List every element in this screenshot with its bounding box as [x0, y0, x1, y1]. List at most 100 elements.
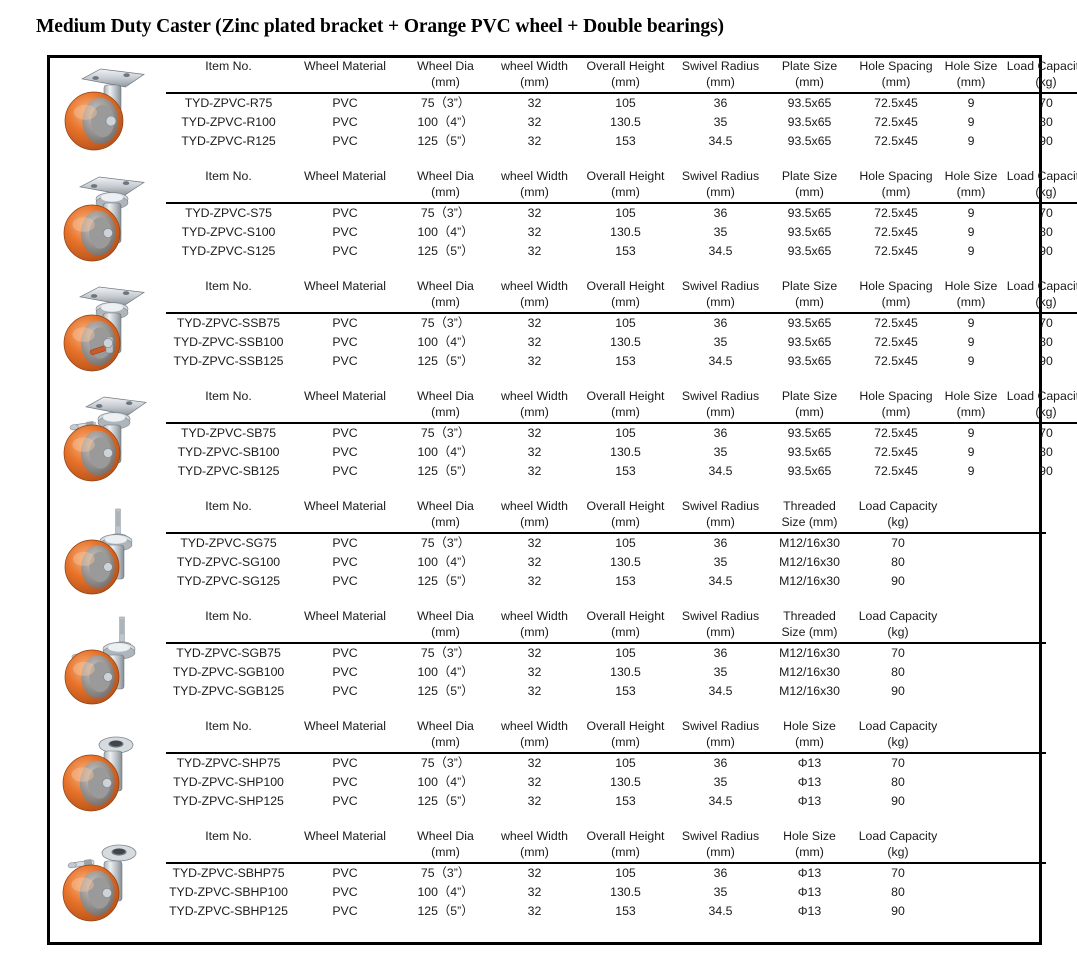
cell-load-capacity: 90	[1039, 133, 1053, 148]
cell-load-capacity: 80	[891, 774, 905, 789]
cell-swivel-radius: 35	[713, 444, 728, 459]
cell-wheel-width: 32	[527, 554, 542, 569]
cell-plate-size: 93.5x65	[787, 334, 832, 349]
cell-wheel-dia: 125（5”）	[417, 243, 474, 258]
col-header-wheel-dia: Wheel Dia	[417, 168, 474, 183]
col-unit-mm: (mm)	[577, 405, 674, 424]
spec-table-wrap-threaded-stem-brake: Item No. Wheel Material Wheel Dia wheel …	[166, 608, 1046, 718]
col-header-wheel-material: Wheel Material	[303, 608, 386, 623]
col-header-overall-height: Overall Height	[586, 828, 665, 843]
col-unit-mm: (mm)	[492, 625, 577, 644]
spec-table: Item No. Wheel Material Wheel Dia wheel …	[166, 388, 1077, 481]
cell-wheel-material: PVC	[332, 133, 358, 148]
cell-swivel-radius: 36	[713, 425, 728, 440]
spec-table: Item No. Wheel Material Wheel Dia wheel …	[166, 828, 1046, 921]
col-unit-mm: (mm)	[577, 515, 674, 534]
col-unit-mm: (mm)	[399, 75, 492, 94]
col-unit-mm: (mm)	[399, 405, 492, 424]
col-unit-mm: (mm)	[940, 295, 1002, 314]
cell-overall-height: 105	[615, 95, 636, 110]
product-section-bolt-hole: Item No. Wheel Material Wheel Dia wheel …	[50, 718, 1046, 828]
cell-hole-size: 9	[967, 224, 975, 239]
col-unit-mm: (mm)	[492, 735, 577, 754]
cell-load-capacity: 80	[1039, 444, 1053, 459]
col-unit-mm: (mm)	[767, 185, 852, 204]
col-header-item-no: Item No.	[205, 168, 252, 183]
col-unit-mm: (mm)	[674, 515, 767, 534]
cell-wheel-width: 32	[527, 425, 542, 440]
col-header-wheel-width: wheel Width	[501, 58, 568, 73]
col-unit-mm: (mm)	[767, 295, 852, 314]
col-header-load-capacity: Load Capacity	[858, 718, 938, 733]
cell-swivel-radius: 35	[713, 664, 728, 679]
cell-load-capacity: 80	[1039, 334, 1053, 349]
col-header-item-no: Item No.	[205, 498, 252, 513]
spec-table-wrap-swivel-side-brake: Item No. Wheel Material Wheel Dia wheel …	[166, 278, 1077, 388]
col-unit-mm: (mm)	[767, 75, 852, 94]
cell-wheel-width: 32	[527, 755, 542, 770]
cell-overall-height: 105	[615, 425, 636, 440]
col-header-swivel-radius: Swivel Radius	[681, 388, 760, 403]
cell-item-no: TYD-ZPVC-SGB100	[172, 664, 285, 679]
caster-threaded-stem-icon	[64, 508, 133, 595]
col-header-item-no: Item No.	[205, 278, 252, 293]
caster-swivel-top-brake-icon	[63, 396, 147, 482]
cell-hole-spacing: 72.5x45	[874, 205, 918, 220]
cell-wheel-dia: 75（3”）	[420, 645, 471, 660]
col-header-swivel-radius: Swivel Radius	[681, 608, 760, 623]
col-unit-kg: (kg)	[1002, 75, 1077, 94]
cell-hole-size: 9	[967, 205, 975, 220]
col-unit-mm: (mm)	[674, 405, 767, 424]
cell-hole-size: 9	[967, 425, 975, 440]
col-header-swivel-radius: Swivel Radius	[681, 718, 760, 733]
col-header-overall-height: Overall Height	[586, 278, 665, 293]
cell-load-capacity: 70	[1039, 425, 1053, 440]
col-header-load-capacity: Load Capacity	[858, 498, 938, 513]
cell-wheel-material: PVC	[332, 444, 358, 459]
cell-wheel-width: 32	[527, 903, 542, 918]
cell-wheel-dia: 100（4”）	[417, 664, 474, 679]
cell-item-no: TYD-ZPVC-S75	[185, 205, 272, 220]
col-unit-mm: (mm)	[399, 295, 492, 314]
cell-overall-height: 153	[615, 903, 636, 918]
cell-threaded-size: M12/16x30	[779, 645, 840, 660]
col-unit-threaded-size: Size (mm)	[767, 625, 852, 644]
cell-item-no: TYD-ZPVC-R100	[181, 114, 276, 129]
col-header-overall-height: Overall Height	[586, 718, 665, 733]
cell-wheel-width: 32	[527, 444, 542, 459]
spec-table: Item No. Wheel Material Wheel Dia wheel …	[166, 58, 1077, 151]
cell-plate-size: 93.5x65	[787, 224, 832, 239]
cell-load-capacity: 80	[891, 554, 905, 569]
col-header-hole-size: Hole Size	[783, 718, 836, 733]
cell-wheel-material: PVC	[332, 793, 358, 808]
cell-wheel-material: PVC	[332, 425, 358, 440]
cell-item-no: TYD-ZPVC-SSB75	[176, 315, 281, 330]
cell-threaded-size: M12/16x30	[779, 683, 840, 698]
table-row: TYD-ZPVC-SGB100 PVC 100（4”） 32 130.5 35 …	[166, 663, 1046, 682]
col-header-wheel-material: Wheel Material	[303, 828, 386, 843]
cell-wheel-material: PVC	[332, 535, 358, 550]
col-header-hole-spacing: Hole Spacing	[859, 278, 933, 293]
col-header-plate-size: Plate Size	[781, 58, 838, 73]
col-unit-blank	[291, 515, 399, 534]
cell-overall-height: 130.5	[610, 334, 641, 349]
col-unit-mm: (mm)	[674, 75, 767, 94]
cell-load-capacity: 80	[1039, 114, 1053, 129]
cell-blank	[944, 902, 1046, 921]
cell-wheel-material: PVC	[332, 645, 358, 660]
col-header-plate-size: Plate Size	[781, 168, 838, 183]
table-row: TYD-ZPVC-SBHP75 PVC 75（3”） 32 105 36 Φ13…	[166, 863, 1046, 883]
cell-hole-size: 9	[967, 353, 975, 368]
cell-item-no: TYD-ZPVC-SSB125	[173, 353, 284, 368]
cell-item-no: TYD-ZPVC-R125	[181, 133, 276, 148]
cell-overall-height: 105	[615, 315, 636, 330]
col-unit-blank	[291, 845, 399, 864]
cell-plate-size: 93.5x65	[787, 114, 832, 129]
cell-wheel-dia: 125（5”）	[417, 353, 474, 368]
cell-load-capacity: 90	[1039, 463, 1053, 478]
cell-swivel-radius: 36	[713, 865, 728, 880]
col-unit-mm: (mm)	[577, 625, 674, 644]
col-unit-mm: (mm)	[852, 295, 940, 314]
cell-swivel-radius: 34.5	[708, 573, 733, 588]
cell-hole-size: 9	[967, 243, 975, 258]
